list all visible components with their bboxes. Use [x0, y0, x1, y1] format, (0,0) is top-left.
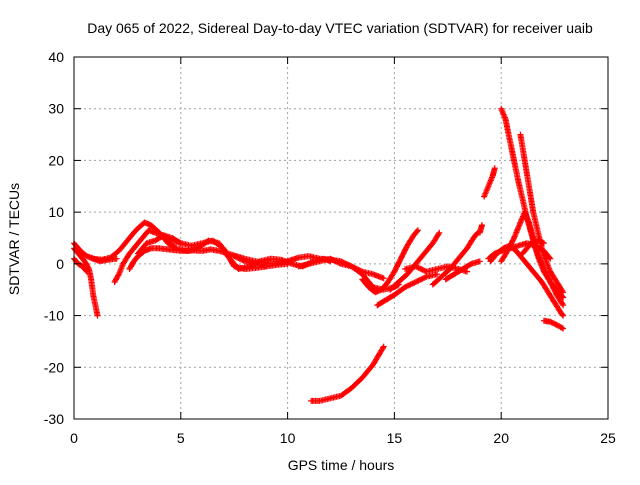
series-arc-h	[231, 253, 291, 270]
x-tick-label: 25	[600, 430, 616, 446]
x-tick-label: 10	[280, 430, 296, 446]
y-tick-label: 30	[48, 101, 64, 117]
series-arc-d	[88, 254, 120, 265]
series-arc-l	[374, 271, 441, 309]
series-arc-y	[540, 317, 567, 332]
series-arc-j	[308, 343, 387, 404]
series-markers	[111, 227, 184, 285]
series-markers	[359, 227, 421, 296]
series-arc-e	[111, 227, 184, 285]
series-markers	[519, 237, 547, 257]
series-arc-p	[442, 258, 483, 283]
series-markers	[231, 253, 291, 270]
x-tick-label: 20	[493, 430, 509, 446]
y-tick-label: -10	[44, 308, 64, 324]
x-tick-label: 0	[70, 430, 78, 446]
series-markers	[308, 343, 387, 404]
series-markers	[442, 258, 483, 283]
axis-ticks	[73, 56, 609, 420]
series-arc-x	[519, 237, 547, 257]
x-tick-label: 15	[387, 430, 403, 446]
plot-border	[73, 56, 609, 420]
series-arc-w	[498, 209, 567, 309]
series-markers	[498, 209, 567, 309]
series-arc-k	[359, 227, 421, 296]
series-arc-r	[481, 165, 498, 200]
series-markers	[88, 254, 120, 265]
series-arc-q	[476, 222, 485, 236]
x-tick-label: 5	[177, 430, 185, 446]
chart-title: Day 065 of 2022, Sidereal Day-to-day VTE…	[87, 20, 593, 36]
y-tick-label: 20	[48, 152, 64, 168]
x-axis-label: GPS time / hours	[288, 457, 395, 473]
series-arc-o	[429, 229, 481, 288]
tick-labels: 0 5 10 15 20 25 -30 -20 -10 0 10 20 30 40	[44, 49, 616, 446]
data-points	[71, 105, 567, 404]
series-markers	[374, 271, 441, 309]
y-tick-label: 40	[48, 49, 64, 65]
y-tick-label: -30	[44, 411, 64, 427]
y-tick-label: 0	[56, 256, 64, 272]
y-tick-label: 10	[48, 204, 64, 220]
series-markers	[429, 229, 481, 288]
series-markers	[135, 232, 270, 272]
series-arc-g	[135, 232, 270, 272]
y-axis-label: SDTVAR / TECUs	[6, 183, 22, 295]
series-markers	[540, 317, 567, 332]
series-markers	[481, 165, 498, 200]
series-markers	[476, 222, 485, 236]
y-tick-label: -20	[44, 359, 64, 375]
